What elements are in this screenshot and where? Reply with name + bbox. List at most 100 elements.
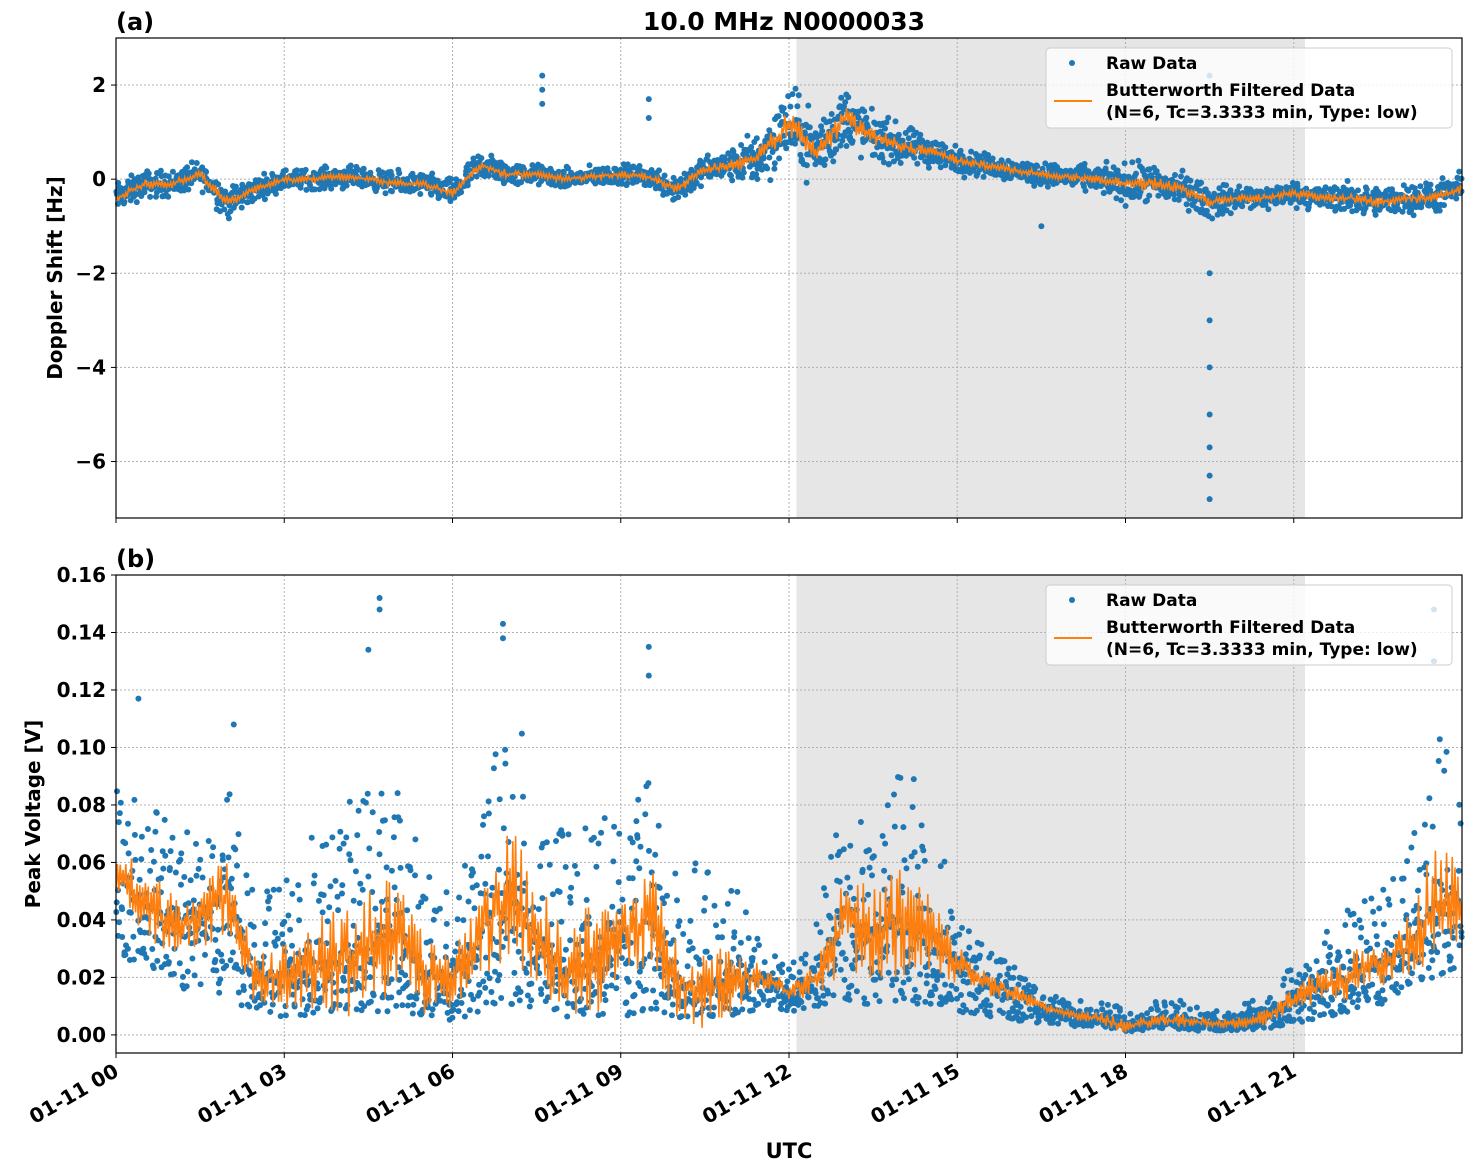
raw-point [227, 957, 234, 964]
raw-point [232, 846, 239, 853]
raw-point [515, 948, 522, 955]
raw-point [1410, 212, 1417, 219]
raw-point [1223, 182, 1230, 189]
raw-point [478, 853, 485, 860]
raw-point [719, 934, 725, 941]
raw-point [564, 1000, 571, 1007]
raw-point [409, 1010, 416, 1017]
raw-point [323, 841, 330, 848]
raw-point [978, 941, 985, 948]
raw-point [729, 177, 736, 184]
raw-point [443, 943, 449, 950]
raw-point [443, 889, 450, 896]
raw-point [521, 840, 527, 847]
raw-outlier-point [1206, 270, 1213, 277]
raw-point [1213, 1008, 1220, 1015]
raw-point [390, 834, 397, 841]
raw-point [480, 821, 486, 828]
raw-point [942, 144, 949, 151]
raw-point [295, 882, 302, 889]
raw-point [145, 929, 152, 936]
raw-outlier-point [539, 86, 546, 93]
raw-point [713, 922, 719, 929]
raw-point [323, 164, 330, 171]
raw-point [833, 832, 840, 839]
raw-point [899, 137, 906, 144]
raw-point [476, 989, 483, 996]
raw-point [1122, 203, 1129, 209]
raw-point [749, 955, 756, 961]
raw-point [918, 822, 925, 829]
y-axis-label-b: Peak Voltage [V] [21, 720, 45, 909]
raw-point [961, 174, 968, 181]
raw-point [498, 995, 505, 1001]
raw-point [130, 933, 137, 940]
raw-point [343, 834, 350, 841]
raw-point [264, 888, 271, 895]
raw-point [738, 142, 745, 148]
raw-point [282, 1012, 289, 1019]
raw-point [1249, 997, 1256, 1004]
raw-point [1133, 170, 1139, 177]
raw-point [128, 172, 135, 179]
raw-point [948, 996, 955, 1003]
raw-point [818, 123, 825, 130]
raw-point [326, 904, 333, 911]
raw-point [900, 824, 907, 831]
raw-point [153, 189, 160, 196]
raw-point [346, 851, 353, 858]
raw-point [739, 1006, 746, 1013]
raw-point [338, 987, 345, 994]
raw-point [745, 935, 752, 942]
raw-point [821, 162, 828, 168]
raw-point [178, 850, 185, 857]
raw-point [218, 951, 225, 958]
raw-point [1290, 1016, 1297, 1023]
raw-point [1227, 187, 1234, 194]
raw-point [448, 176, 455, 182]
raw-point [369, 809, 376, 816]
raw-point [115, 819, 122, 826]
panel-label-b: (b) [116, 545, 155, 573]
raw-point [240, 987, 247, 993]
raw-point [319, 909, 326, 916]
raw-point [195, 865, 202, 872]
raw-point [473, 173, 480, 180]
raw-point [121, 198, 128, 205]
raw-point [302, 166, 309, 173]
raw-point [806, 124, 813, 131]
raw-point [1129, 159, 1136, 166]
raw-point [496, 866, 502, 873]
legend-raw-label: Raw Data [1106, 54, 1197, 74]
raw-point [941, 858, 948, 865]
raw-point [835, 940, 842, 947]
raw-point [356, 900, 363, 907]
raw-point [678, 1013, 685, 1020]
raw-point [1154, 1007, 1161, 1013]
raw-point [329, 834, 336, 841]
raw-point [965, 928, 972, 935]
raw-point [141, 189, 148, 196]
raw-point [225, 854, 232, 861]
raw-point [864, 1000, 871, 1007]
raw-point [1280, 982, 1287, 989]
raw-point [1052, 993, 1059, 1000]
raw-point [624, 180, 631, 187]
raw-point [882, 840, 889, 847]
raw-point [680, 931, 687, 937]
raw-point [598, 829, 605, 836]
raw-point [1267, 994, 1273, 1001]
raw-point [430, 916, 437, 923]
raw-point [340, 977, 347, 984]
raw-point [976, 952, 983, 959]
raw-point [914, 1000, 921, 1007]
raw-point [636, 865, 643, 872]
raw-point [379, 169, 386, 176]
raw-point [924, 972, 931, 979]
raw-point [131, 796, 138, 803]
raw-point [987, 1013, 994, 1020]
raw-point [611, 823, 618, 830]
raw-point [150, 858, 157, 865]
raw-point [1198, 179, 1205, 186]
raw-point [202, 951, 208, 958]
